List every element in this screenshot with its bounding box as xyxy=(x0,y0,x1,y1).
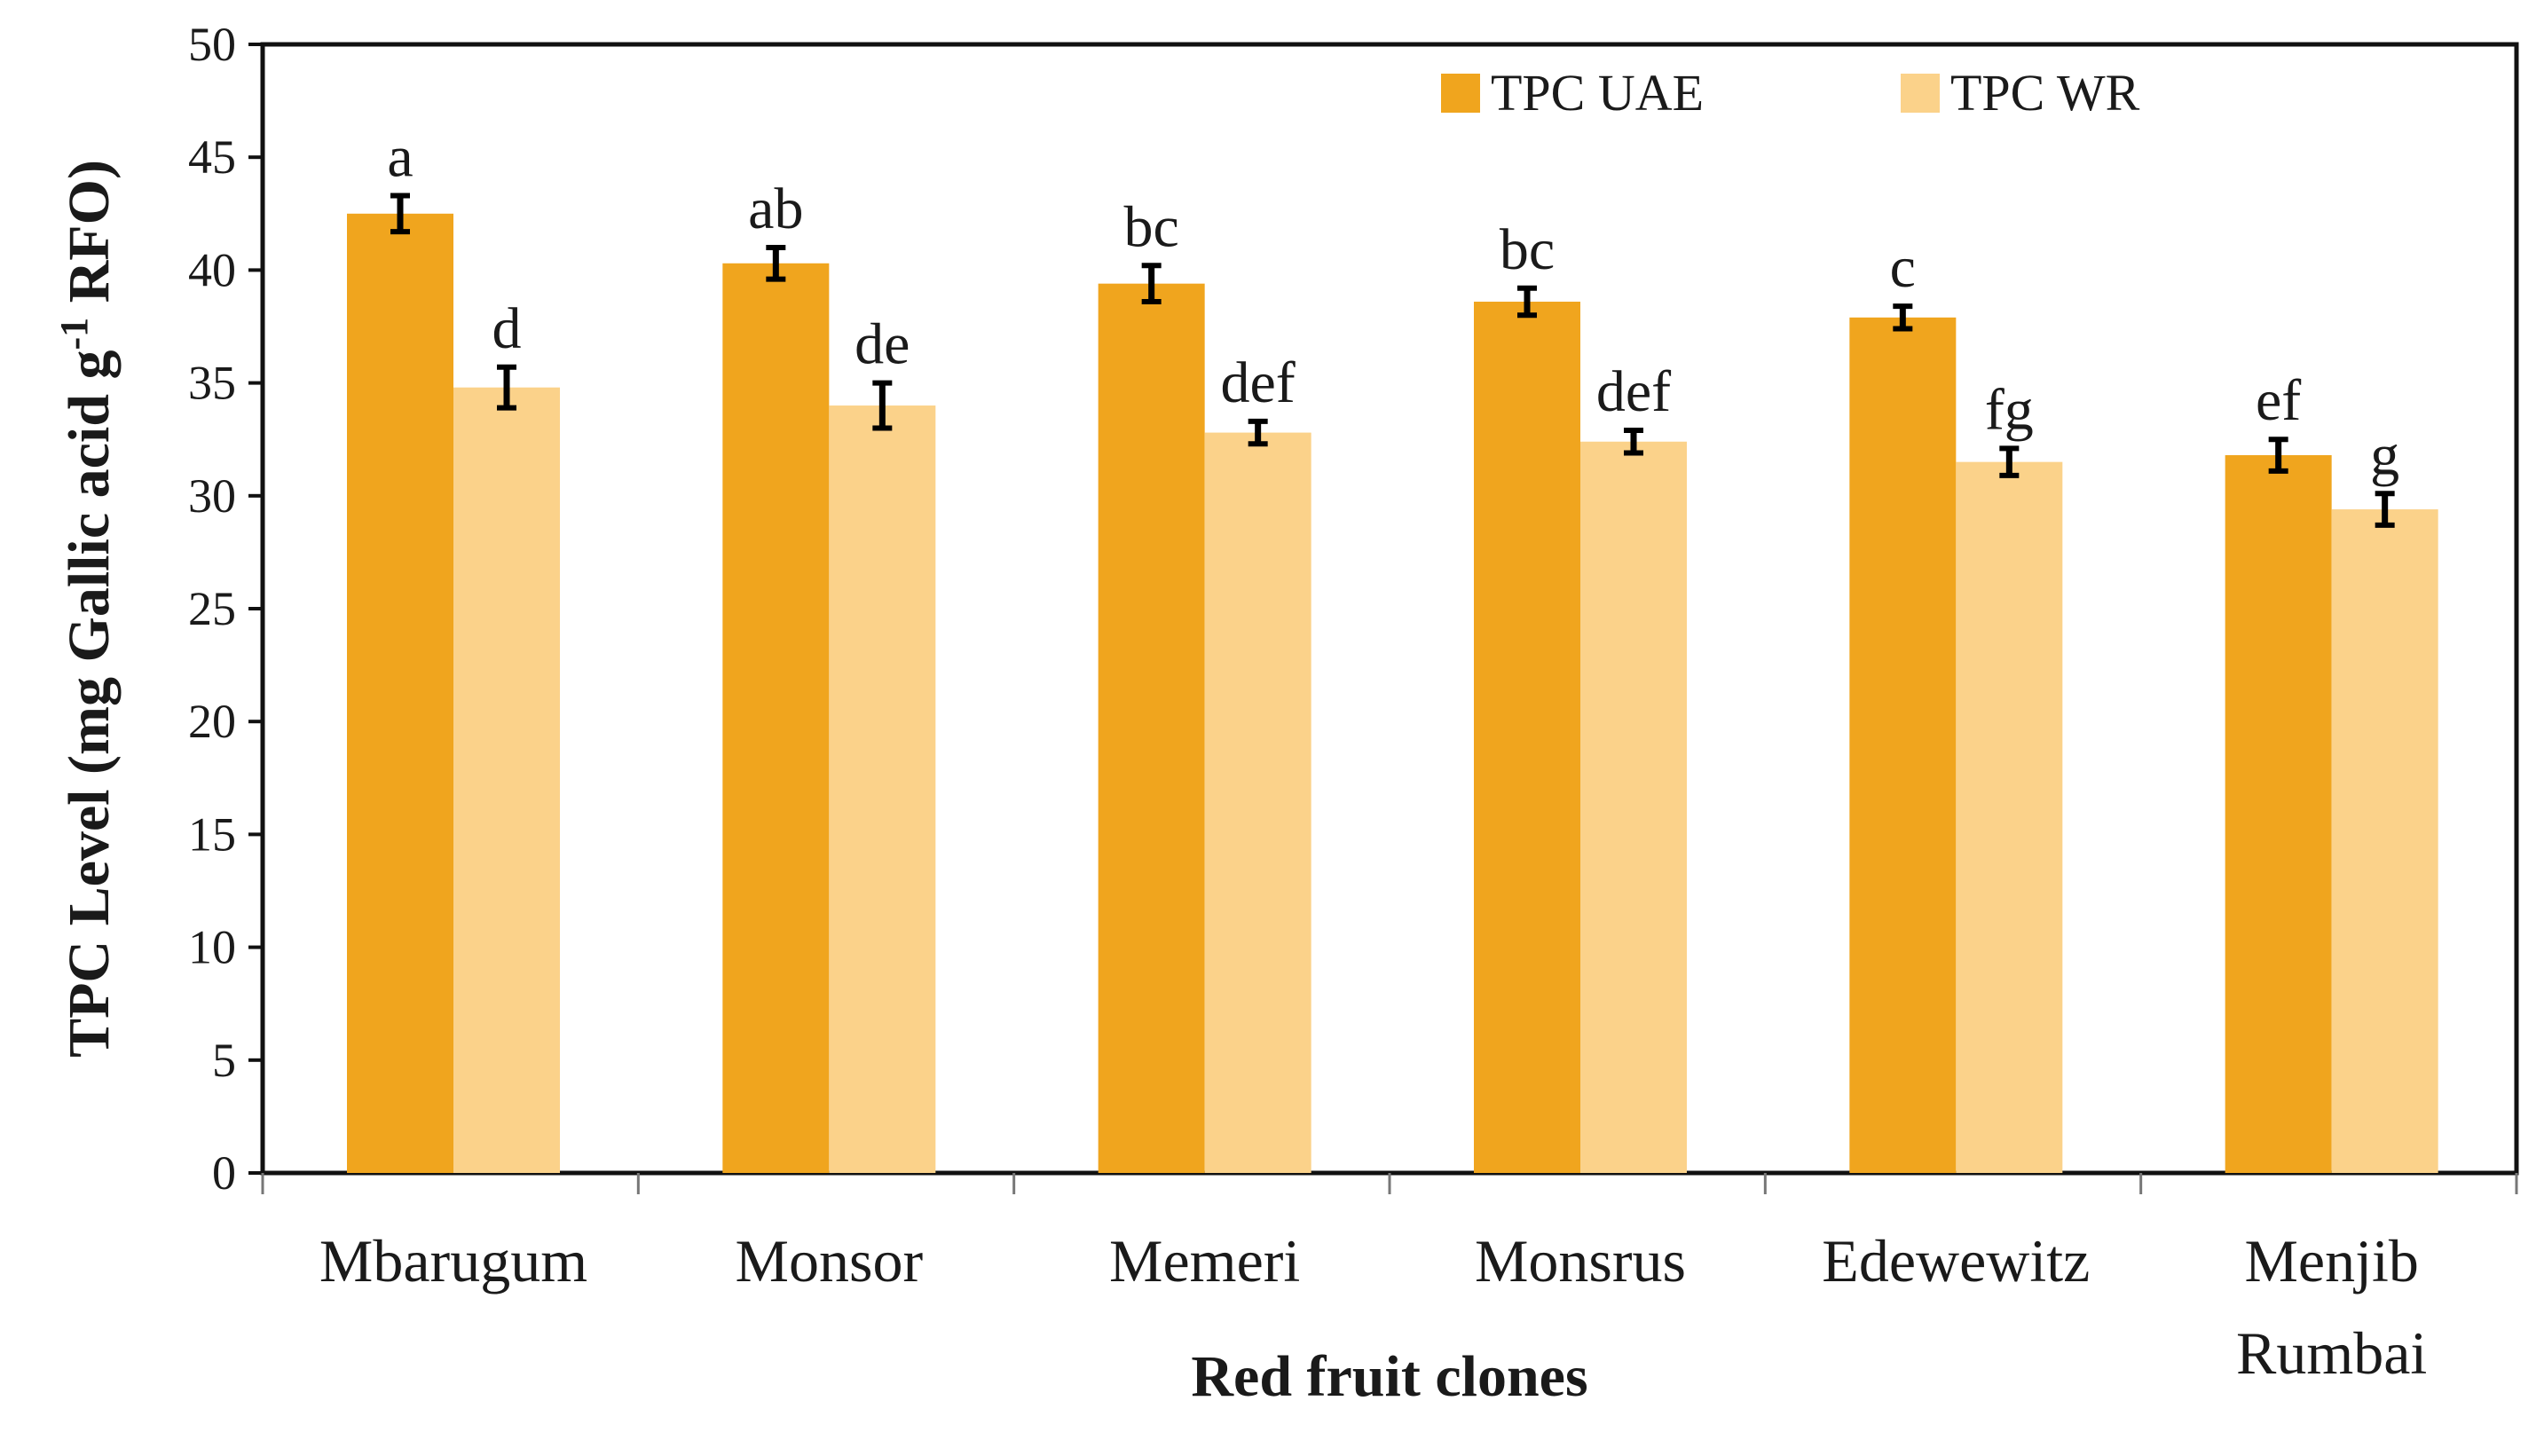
x-category-label: Monsrus xyxy=(1475,1227,1686,1295)
x-category-label: Rumbai xyxy=(2236,1319,2427,1387)
significance-letter: bc xyxy=(1124,194,1179,259)
x-category-label: Monsor xyxy=(736,1227,924,1295)
legend-swatch-wr xyxy=(1901,74,1940,113)
x-category-label: Edewewitz xyxy=(1822,1227,2090,1295)
significance-letter: bc xyxy=(1500,217,1555,282)
y-tick-label: 30 xyxy=(188,469,236,523)
bar-wr xyxy=(829,405,936,1173)
significance-letter: fg xyxy=(1985,377,2034,442)
significance-letter: ab xyxy=(748,177,803,241)
y-tick-label: 20 xyxy=(188,695,236,748)
bar-wr xyxy=(453,387,560,1173)
y-tick-label: 45 xyxy=(188,130,236,184)
significance-letter: c xyxy=(1890,235,1916,300)
legend-label-uae: TPC UAE xyxy=(1491,64,1704,122)
y-tick-label: 25 xyxy=(188,582,236,635)
significance-letter: d xyxy=(492,296,522,361)
bar-uae xyxy=(1849,317,1957,1174)
legend-swatch-uae xyxy=(1441,74,1480,113)
y-tick-label: 5 xyxy=(212,1034,236,1087)
x-category-label: Memeri xyxy=(1109,1227,1300,1295)
bar-wr xyxy=(1956,461,2063,1173)
y-tick-label: 35 xyxy=(188,357,236,410)
y-axis-title-main: TPC Level (mg Gallic acid g xyxy=(57,350,122,1058)
y-tick-label: 40 xyxy=(188,243,236,296)
legend-label-wr: TPC WR xyxy=(1950,64,2140,122)
x-category-label: Menjib xyxy=(2244,1227,2418,1295)
bar-wr xyxy=(1204,432,1311,1173)
significance-letter: def xyxy=(1596,359,1671,424)
y-tick-label: 10 xyxy=(188,921,236,974)
y-axis-title: TPC Level (mg Gallic acid g-1 RFO) xyxy=(52,160,122,1058)
bar-uae xyxy=(347,213,453,1173)
y-axis-title-unit: RFO) xyxy=(57,160,122,318)
y-tick-label: 15 xyxy=(188,807,236,861)
x-category-label: Mbarugum xyxy=(319,1227,587,1295)
bar-uae xyxy=(722,263,830,1173)
bar-uae xyxy=(2225,455,2332,1173)
significance-letter: def xyxy=(1221,350,1296,415)
y-tick-label: 50 xyxy=(188,18,236,71)
bar-uae xyxy=(1474,302,1580,1173)
y-axis-title-superscript: -1 xyxy=(52,318,96,350)
significance-letter: a xyxy=(387,124,413,189)
x-axis-title: Red fruit clones xyxy=(1191,1344,1587,1409)
significance-letter: ef xyxy=(2256,368,2301,433)
bar-wr xyxy=(1580,441,1687,1173)
plot-frame xyxy=(260,42,2519,1176)
significance-letter: g xyxy=(2370,422,2399,487)
significance-letter: de xyxy=(855,312,910,377)
bar-wr xyxy=(2331,509,2438,1173)
bar-uae xyxy=(1098,283,1205,1173)
y-tick-label: 0 xyxy=(212,1146,236,1200)
